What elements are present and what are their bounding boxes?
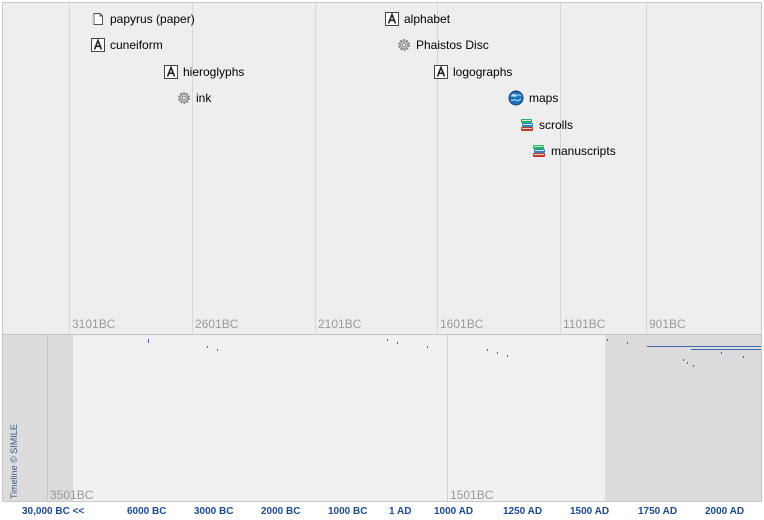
tick-label: 1601BC	[440, 317, 484, 331]
event-label: Phaistos Disc	[416, 38, 489, 52]
tick-label: 3501BC	[50, 488, 94, 502]
event-marker	[148, 339, 149, 343]
scale-label[interactable]: 1250 AD	[503, 506, 543, 517]
grid-line	[192, 3, 193, 335]
event-label: ink	[196, 91, 212, 105]
event-marker	[683, 359, 684, 361]
event-label: papyrus (paper)	[110, 12, 195, 26]
timeline-widget[interactable]: 3101BC 2601BC 2101BC 1601BC 1101BC 901BC…	[2, 2, 762, 502]
letter-a-icon	[385, 12, 399, 26]
event-marker	[497, 352, 498, 354]
event-marker	[647, 346, 761, 347]
time-scale[interactable]: 30,000 BC << 6000 BC 3000 BC 2000 BC 100…	[0, 503, 764, 520]
event-label: alphabet	[404, 12, 451, 26]
grid-line	[69, 3, 70, 335]
scale-label[interactable]: 1500 AD	[570, 506, 610, 517]
scale-label[interactable]: 1000 AD	[434, 506, 474, 517]
event-marker	[693, 365, 694, 367]
event-label: logographs	[453, 65, 513, 79]
tick-label: 1101BC	[563, 317, 606, 331]
document-icon	[92, 13, 103, 25]
event-cuneiform[interactable]: cuneiform	[91, 37, 163, 53]
event-marker	[687, 362, 688, 364]
event-alphabet[interactable]: alphabet	[385, 11, 450, 27]
globe-icon	[508, 90, 524, 106]
simile-credit[interactable]: Timeline © SIMILE	[7, 421, 81, 501]
event-marker	[217, 349, 218, 351]
event-label: manuscripts	[551, 144, 616, 158]
scale-label[interactable]: 1 AD	[389, 506, 412, 517]
event-label: cuneiform	[110, 38, 163, 52]
tick-label: 2101BC	[318, 317, 362, 331]
event-ink[interactable]: ink	[177, 90, 211, 106]
event-manuscripts[interactable]: manuscripts	[532, 143, 616, 159]
overview-band[interactable]: 3501BC 1501BC	[3, 335, 761, 502]
scale-label[interactable]: 30,000 BC <<	[22, 506, 85, 517]
event-marker	[207, 346, 208, 348]
event-logographs[interactable]: logographs	[434, 64, 512, 80]
overview-shade-left	[3, 335, 73, 501]
event-phaistos-disc[interactable]: Phaistos Disc	[397, 37, 489, 53]
detail-band[interactable]: 3101BC 2601BC 2101BC 1601BC 1101BC 901BC…	[3, 3, 761, 335]
tick-label: 2601BC	[195, 317, 239, 331]
overview-shade-right	[605, 335, 761, 501]
tick-label: 901BC	[649, 317, 686, 331]
scale-label[interactable]: 2000 AD	[705, 506, 745, 517]
books-icon	[521, 119, 533, 131]
event-marker	[487, 349, 488, 351]
event-label: maps	[529, 91, 559, 105]
scale-label[interactable]: 3000 BC	[194, 506, 234, 517]
letter-a-icon	[91, 38, 105, 52]
grid-line	[47, 335, 48, 501]
tick-label: 1501BC	[450, 488, 494, 502]
event-marker	[743, 356, 744, 358]
scale-label[interactable]: 6000 BC	[127, 506, 167, 517]
event-marker	[397, 342, 398, 344]
grid-line	[437, 3, 438, 335]
event-marker	[627, 342, 628, 344]
scale-label[interactable]: 2000 BC	[261, 506, 301, 517]
grid-line	[315, 3, 316, 335]
grid-line	[447, 335, 448, 501]
event-maps[interactable]: maps	[508, 90, 558, 106]
event-label: hieroglyphs	[183, 65, 245, 79]
event-papyrus[interactable]: papyrus (paper)	[91, 11, 195, 27]
event-marker	[607, 339, 608, 341]
event-marker	[427, 346, 428, 348]
event-label: scrolls	[539, 118, 574, 132]
event-scrolls[interactable]: scrolls	[520, 117, 573, 133]
event-hieroglyphs[interactable]: hieroglyphs	[164, 64, 244, 80]
event-marker	[721, 352, 722, 354]
tick-label: 3101BC	[72, 317, 116, 331]
scale-label[interactable]: 1750 AD	[638, 506, 678, 517]
credit-label: Timeline © SIMILE	[9, 424, 19, 499]
gear-icon	[178, 92, 190, 104]
scale-label[interactable]: 1000 BC	[328, 506, 368, 517]
event-marker	[691, 349, 761, 350]
event-marker	[387, 339, 388, 341]
gear-icon	[398, 39, 410, 51]
grid-line	[560, 3, 561, 335]
event-marker	[507, 355, 508, 357]
letter-a-icon	[164, 65, 178, 79]
books-icon	[533, 145, 545, 157]
grid-line	[646, 3, 647, 335]
letter-a-icon	[434, 65, 448, 79]
